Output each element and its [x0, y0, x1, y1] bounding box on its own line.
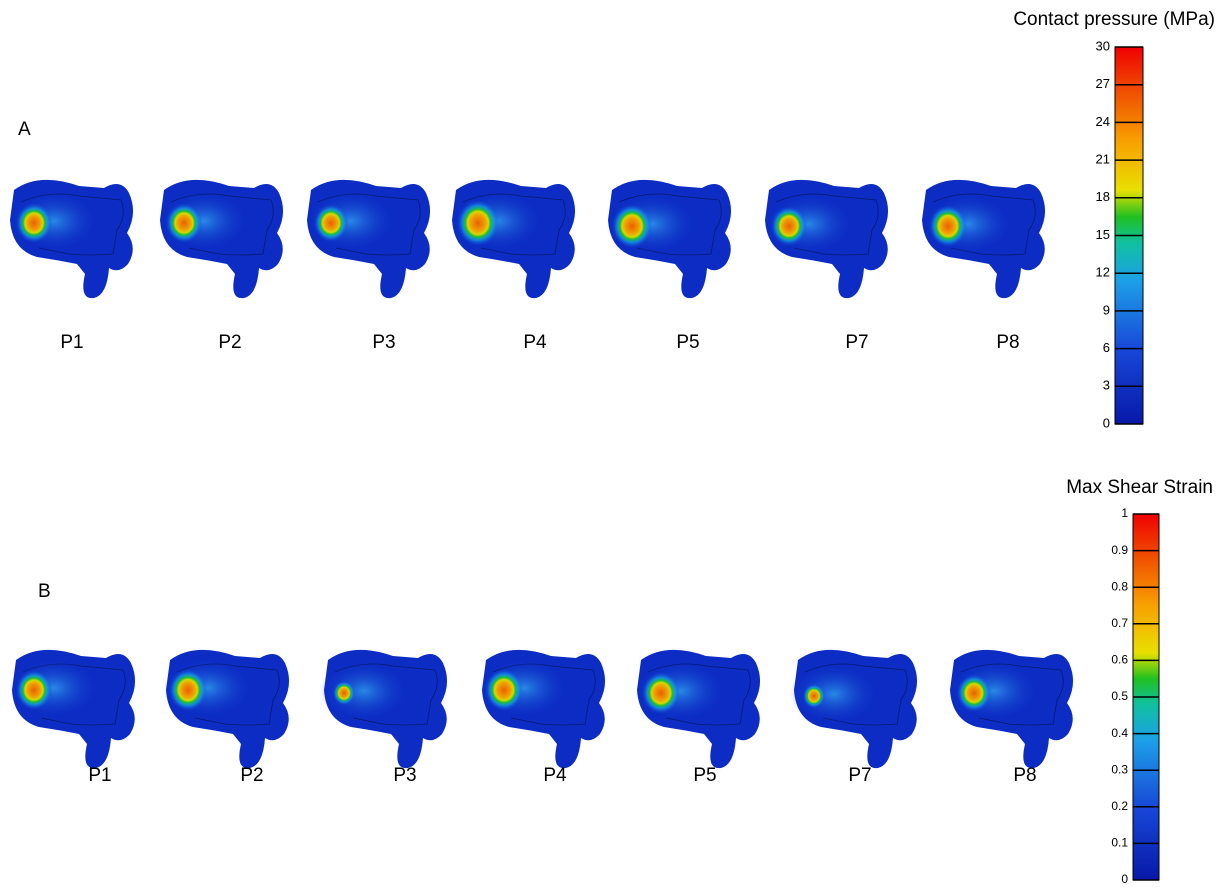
contour-image — [479, 650, 605, 768]
colorbar-tick-label: 21 — [1096, 152, 1110, 167]
hotspot — [485, 669, 523, 711]
colorbar-tick-label: 6 — [1103, 340, 1110, 355]
specimen-label: P4 — [523, 332, 547, 353]
colorbar-tick-label: 1 — [1121, 506, 1128, 520]
colorbar-tick-label: 30 — [1096, 38, 1110, 53]
colorbar-tick-label: 0.3 — [1111, 762, 1128, 776]
colorbar-tick-label: 0.7 — [1111, 616, 1128, 630]
colorbar-tick-label: 27 — [1096, 76, 1110, 91]
figure: A P1 P2 P3 P4 P5 P7 P8 Contact pressure (MPa) 0 3 6… — [0, 0, 1221, 885]
specimen-label: P5 — [693, 765, 716, 786]
colorbar-tick-label: 0.8 — [1111, 579, 1128, 593]
contour-image — [922, 180, 1045, 298]
colorbar-tick-label: 24 — [1096, 114, 1110, 129]
glow — [789, 664, 879, 724]
panel-label: A — [18, 119, 31, 140]
hotspot — [16, 670, 52, 710]
contour-image — [159, 180, 283, 298]
page: A P1 P2 P3 P4 P5 P7 P8 Contact pressure (MPa) 0 3 6… — [0, 0, 1221, 890]
specimen-label: P1 — [88, 765, 111, 786]
specimen-label: P8 — [996, 332, 1019, 353]
colorbar-tick-label: 18 — [1096, 189, 1110, 204]
contour-image — [452, 180, 575, 298]
colorbar-tick-label: 0 — [1121, 872, 1128, 885]
colorbar-tick-label: 0.2 — [1111, 799, 1128, 813]
hotspot — [457, 200, 499, 246]
hotspot — [929, 205, 967, 247]
hotspot — [16, 203, 52, 243]
contour-image — [789, 650, 917, 768]
colorbar-tick-label: 0.6 — [1111, 653, 1128, 667]
specimen-label: P5 — [676, 332, 699, 353]
specimen-label: P7 — [845, 332, 868, 353]
panel-label: B — [38, 581, 51, 602]
contour-image — [764, 180, 888, 298]
hotspot — [314, 204, 348, 241]
colorbar-title: Contact pressure (MPa) — [1013, 9, 1215, 30]
hotspot — [169, 669, 207, 711]
specimen-label: P2 — [240, 765, 263, 786]
specimen-label: P3 — [372, 332, 395, 353]
contour-image — [636, 650, 760, 768]
specimen-label: P8 — [1013, 765, 1036, 786]
contour-image — [163, 650, 289, 768]
hotspot — [642, 672, 680, 714]
specimen-label: P1 — [60, 332, 83, 353]
colorbar-title: Max Shear Strain — [1066, 477, 1213, 498]
hotspot — [166, 203, 202, 243]
colorbar-tick-label: 9 — [1103, 302, 1110, 317]
specimen-label: P4 — [543, 765, 567, 786]
contour-image — [9, 180, 133, 298]
hotspot — [612, 204, 652, 248]
contour-image — [607, 180, 731, 298]
colorbar-tick-label: 0 — [1103, 415, 1110, 430]
colorbar-tick-label: 0.5 — [1111, 689, 1128, 703]
specimen-label: P2 — [218, 332, 241, 353]
contour-image — [319, 650, 447, 768]
colorbar-tick-label: 3 — [1103, 378, 1110, 393]
contour-image — [949, 650, 1073, 768]
specimen-label: P7 — [848, 765, 871, 786]
hotspot — [771, 206, 807, 246]
colorbar-tick-label: 15 — [1096, 227, 1110, 242]
contour-image — [306, 180, 430, 298]
colorbar-tick-label: 0.4 — [1111, 726, 1128, 740]
colorbar-tick-label: 0.1 — [1111, 836, 1128, 850]
hotspot — [333, 681, 355, 705]
colorbar-tick-label: 12 — [1096, 265, 1110, 280]
hotspot — [803, 684, 825, 708]
hotspot — [957, 674, 991, 711]
specimen-label: P3 — [393, 765, 416, 786]
glow — [319, 661, 409, 721]
contour-image — [9, 650, 135, 768]
colorbar-tick-label: 0.9 — [1111, 543, 1128, 557]
